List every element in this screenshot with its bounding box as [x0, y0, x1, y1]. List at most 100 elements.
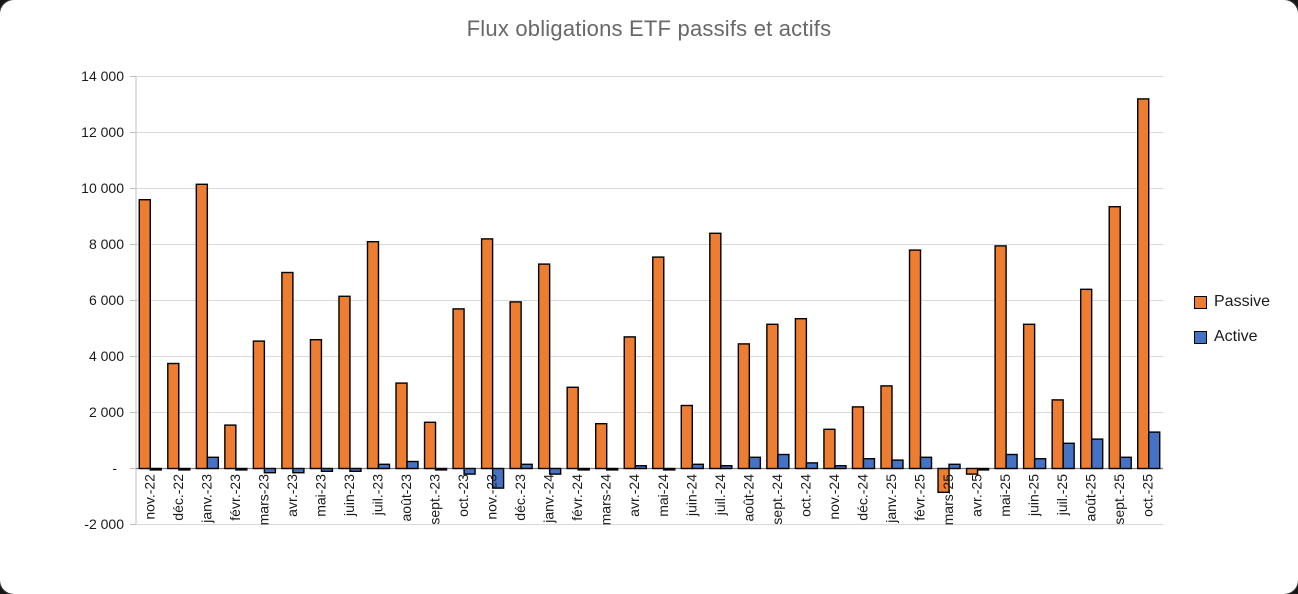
passive-series-swatch-icon [1194, 295, 1207, 309]
x-axis-label: janv.-25 [883, 474, 899, 524]
x-axis-label: avr.-25 [969, 474, 985, 517]
active-bar[interactable] [406, 460, 419, 470]
x-axis-label: déc.-22 [170, 474, 186, 521]
active-bar[interactable] [862, 458, 876, 470]
x-axis-label: janv.-24 [541, 474, 557, 524]
active-bar[interactable] [805, 462, 819, 470]
active-bar[interactable] [349, 467, 362, 472]
passive-bar[interactable] [623, 336, 636, 470]
passive-bar[interactable] [281, 271, 294, 470]
passive-bar[interactable] [680, 404, 693, 470]
y-axis-label: 8 000 [89, 236, 124, 252]
legend-label-active: Active [1214, 328, 1258, 345]
x-axis-label: févr.-23 [227, 474, 243, 521]
passive-bar[interactable] [395, 382, 408, 470]
x-axis-label: août-25 [1083, 474, 1099, 522]
passive-bar[interactable] [252, 340, 266, 470]
active-bar[interactable] [463, 467, 476, 475]
active-bar[interactable] [720, 465, 733, 470]
passive-bar[interactable] [138, 198, 151, 470]
y-axis-label: 10 000 [81, 180, 124, 196]
active-bar[interactable] [178, 467, 191, 471]
passive-bar[interactable] [937, 467, 950, 493]
x-axis-label: mai-25 [997, 474, 1013, 517]
active-bar[interactable] [606, 467, 619, 471]
passive-bar[interactable] [537, 263, 551, 470]
passive-bar[interactable] [309, 339, 323, 470]
active-bar[interactable] [235, 467, 248, 471]
passive-bar[interactable] [1051, 399, 1064, 470]
legend-item-passive[interactable]: Passive [1194, 293, 1270, 311]
x-axis-label: mars-24 [598, 474, 614, 526]
active-bar[interactable] [320, 467, 334, 472]
active-bar[interactable] [491, 467, 505, 489]
active-bar[interactable] [1148, 431, 1161, 470]
passive-bar[interactable] [652, 256, 665, 470]
active-bar[interactable] [748, 456, 762, 470]
passive-bar[interactable] [366, 240, 380, 470]
active-bar[interactable] [777, 453, 790, 470]
passive-bar[interactable] [1022, 323, 1036, 470]
active-bar[interactable] [1119, 456, 1132, 470]
x-axis-label: oct.-23 [455, 474, 471, 517]
passive-bar[interactable] [709, 232, 722, 470]
passive-bar[interactable] [423, 421, 437, 470]
passive-bar[interactable] [908, 249, 922, 470]
x-axis-label: mai-24 [655, 474, 671, 517]
x-axis-label: nov.-24 [826, 474, 842, 520]
active-bar[interactable] [948, 463, 961, 470]
passive-bar[interactable] [965, 467, 979, 475]
active-bar[interactable] [663, 467, 676, 471]
passive-bar[interactable] [880, 385, 893, 470]
passive-bar[interactable] [851, 406, 865, 470]
active-bar[interactable] [634, 465, 647, 470]
passive-bar[interactable] [794, 318, 808, 470]
passive-bar[interactable] [595, 423, 608, 470]
passive-bar[interactable] [452, 308, 465, 470]
passive-bar[interactable] [737, 343, 751, 470]
passive-bar[interactable] [195, 183, 209, 470]
passive-bar[interactable] [167, 362, 180, 470]
passive-bar[interactable] [338, 295, 351, 470]
active-bar[interactable] [1033, 458, 1047, 470]
active-bar[interactable] [1005, 453, 1018, 470]
y-axis-label: - [112, 460, 117, 476]
active-bar[interactable] [149, 467, 162, 471]
active-bar[interactable] [691, 463, 704, 470]
active-bar[interactable] [548, 467, 562, 475]
active-series-swatch-icon [1194, 330, 1207, 344]
active-bar[interactable] [834, 465, 847, 470]
active-bar[interactable] [919, 456, 933, 470]
passive-bar[interactable] [994, 245, 1007, 470]
x-axis-label: juil.-25 [1054, 474, 1070, 516]
passive-bar[interactable] [823, 428, 836, 470]
active-bar[interactable] [206, 456, 220, 470]
passive-bar[interactable] [1108, 205, 1121, 470]
active-bar[interactable] [434, 467, 448, 471]
passive-bar[interactable] [1137, 98, 1150, 470]
x-axis-label: oct.-25 [1140, 474, 1156, 517]
passive-bar[interactable] [766, 323, 779, 470]
passive-bar[interactable] [480, 238, 494, 470]
x-axis-label: nov.-23 [484, 474, 500, 520]
x-axis-label: sept.-23 [427, 474, 443, 525]
active-bar[interactable] [976, 467, 990, 471]
active-bar[interactable] [891, 459, 904, 470]
passive-bar[interactable] [1079, 288, 1093, 470]
y-axis-label: -2 000 [84, 516, 124, 532]
passive-bar[interactable] [566, 386, 579, 470]
active-bar[interactable] [263, 467, 277, 474]
active-bar[interactable] [520, 463, 533, 470]
active-bar[interactable] [1090, 438, 1104, 470]
active-bar[interactable] [577, 467, 590, 471]
passive-bar[interactable] [509, 301, 522, 470]
active-bar[interactable] [1062, 442, 1075, 470]
active-bar[interactable] [292, 467, 305, 474]
active-bar[interactable] [377, 463, 391, 470]
passive-bar[interactable] [224, 424, 237, 470]
x-axis-label: janv.-23 [198, 474, 214, 524]
legend-item-active[interactable]: Active [1194, 328, 1270, 346]
y-axis-label: 12 000 [81, 124, 124, 140]
